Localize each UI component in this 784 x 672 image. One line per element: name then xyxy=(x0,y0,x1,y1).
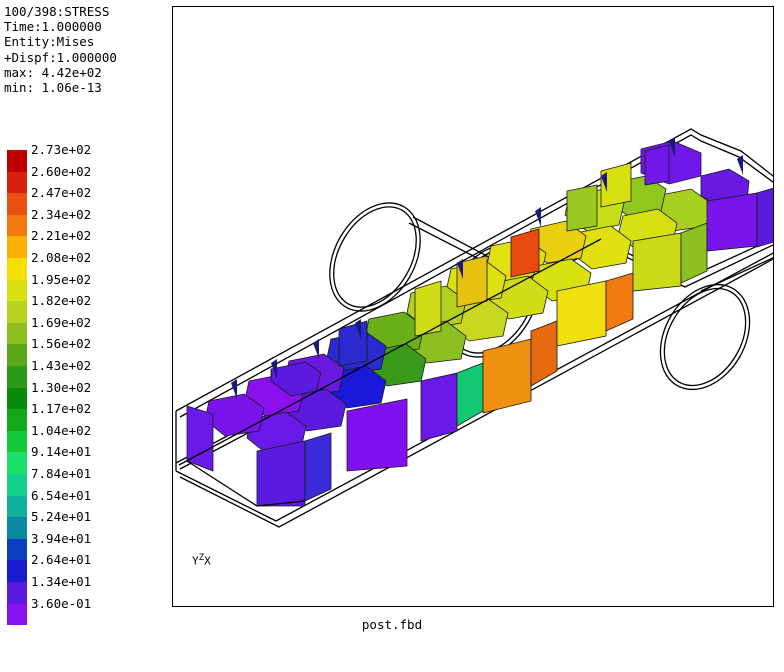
max-value-label: max: 4.42e+02 xyxy=(4,64,102,80)
legend-entry: 2.64e+01 xyxy=(7,552,147,582)
legend-value-label: 3.60e-01 xyxy=(31,595,92,611)
legend-value-label: 2.60e+02 xyxy=(31,163,92,179)
legend-swatch xyxy=(7,409,27,431)
legend-entry: 2.08e+02 xyxy=(7,250,147,280)
legend-swatch xyxy=(7,193,27,215)
model-viewport[interactable] xyxy=(172,6,774,607)
legend-swatch xyxy=(7,517,27,539)
legend-value-label: 5.24e+01 xyxy=(31,509,92,525)
fem-model-render xyxy=(175,128,773,528)
legend-entry: 1.17e+02 xyxy=(7,401,147,431)
honeycomb-walls xyxy=(186,144,773,507)
legend-value-label: 7.84e+01 xyxy=(31,466,92,481)
legend-entry: 2.73e+02 xyxy=(7,142,147,172)
legend-swatch xyxy=(7,322,27,345)
displacement-factor-label: +Dispf:1.000000 xyxy=(4,49,117,65)
file-name-caption: post.fbd xyxy=(361,617,423,632)
legend-value-label: 1.56e+02 xyxy=(31,336,92,352)
result-info-panel: 100/398:STRESS Time:1.000000 Entity:Mise… xyxy=(4,4,117,95)
legend-value-label: 1.17e+02 xyxy=(31,401,92,417)
legend-swatch xyxy=(7,236,27,258)
legend-swatch xyxy=(7,603,27,626)
legend-entry: 1.56e+02 xyxy=(7,336,147,366)
legend-value-label: 3.94e+01 xyxy=(31,530,92,546)
legend-value-label: 1.69e+02 xyxy=(31,314,92,330)
legend-entry: 2.60e+02 xyxy=(7,164,147,194)
legend-swatch xyxy=(7,279,27,302)
legend-entry: 1.34e+01 xyxy=(7,574,147,604)
legend-value-label: 1.34e+01 xyxy=(31,574,92,589)
legend-entry: 3.60e-01 xyxy=(7,596,147,626)
legend-swatch xyxy=(7,495,27,518)
legend-swatch xyxy=(7,582,27,604)
legend-value-label: 2.34e+02 xyxy=(31,206,92,222)
axis-triad: YZX xyxy=(192,552,211,568)
legend-entry: 7.84e+01 xyxy=(7,466,147,496)
legend-entry: 1.95e+02 xyxy=(7,272,147,302)
legend-value-label: 6.54e+01 xyxy=(31,487,92,503)
legend-value-label: 1.43e+02 xyxy=(31,358,92,373)
legend-swatch xyxy=(7,171,27,194)
legend-swatch xyxy=(7,366,27,388)
legend-entry: 1.30e+02 xyxy=(7,380,147,410)
legend-entry: 1.82e+02 xyxy=(7,293,147,323)
result-step-label: 100/398:STRESS xyxy=(4,4,110,19)
time-label: Time:1.000000 xyxy=(4,19,102,35)
legend-entry: 1.69e+02 xyxy=(7,315,147,345)
legend-entry: 1.04e+02 xyxy=(7,423,147,453)
legend-entry: 6.54e+01 xyxy=(7,488,147,518)
axis-y-label: Y xyxy=(192,554,199,568)
legend-swatch xyxy=(7,301,27,323)
legend-value-label: 1.04e+02 xyxy=(31,422,92,438)
legend-value-label: 2.64e+01 xyxy=(31,552,92,568)
legend-swatch xyxy=(7,214,27,237)
legend-swatch xyxy=(7,344,27,366)
legend-value-label: 1.82e+02 xyxy=(31,293,92,309)
legend-entry: 3.94e+01 xyxy=(7,531,147,561)
legend-entry: 2.47e+02 xyxy=(7,185,147,215)
stiffener-fins xyxy=(231,137,743,399)
legend-entry: 2.34e+02 xyxy=(7,207,147,237)
axis-x-label: X xyxy=(204,554,211,568)
legend-entry: 2.21e+02 xyxy=(7,228,147,258)
legend-value-label: 2.73e+02 xyxy=(31,142,92,157)
legend-swatch xyxy=(7,387,27,410)
legend-value-label: 9.14e+01 xyxy=(31,444,92,460)
legend-value-label: 2.08e+02 xyxy=(31,250,92,265)
entity-label: Entity:Mises xyxy=(4,34,95,50)
legend-swatch xyxy=(7,150,27,172)
legend-value-label: 2.47e+02 xyxy=(31,185,92,201)
min-value-label: min: 1.06e-13 xyxy=(4,80,102,96)
legend-entry: 9.14e+01 xyxy=(7,444,147,474)
legend-entry: 1.43e+02 xyxy=(7,358,147,388)
legend-entry: 5.24e+01 xyxy=(7,509,147,539)
axis-z-label: Z xyxy=(198,552,205,563)
legend-swatch xyxy=(7,258,27,280)
legend-swatch xyxy=(7,538,27,561)
legend-swatch xyxy=(7,430,27,453)
legend-swatch xyxy=(7,560,27,582)
legend-value-label: 2.21e+02 xyxy=(31,228,92,244)
legend-value-label: 1.30e+02 xyxy=(31,379,92,395)
legend-value-label: 1.95e+02 xyxy=(31,271,92,287)
legend-swatch xyxy=(7,452,27,474)
legend-swatch xyxy=(7,474,27,496)
